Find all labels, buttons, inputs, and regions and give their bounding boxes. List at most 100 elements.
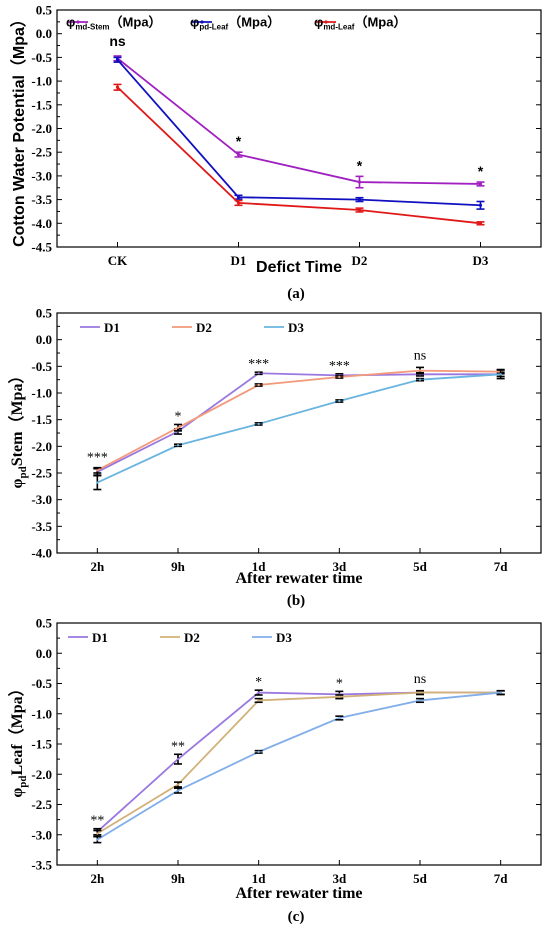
series-line bbox=[96, 369, 501, 472]
x-tick-label: 9h bbox=[171, 559, 186, 574]
series-line bbox=[116, 86, 481, 225]
data-point bbox=[418, 369, 422, 372]
legend-label-unit: （Mpa） bbox=[110, 15, 162, 30]
legend-label-symbol: φ bbox=[190, 15, 199, 30]
data-point bbox=[176, 444, 180, 447]
x-tick-label: 7d bbox=[494, 871, 509, 886]
y-axis-title-symbol: φ bbox=[9, 788, 26, 798]
x-tick-label: 7d bbox=[494, 559, 509, 574]
x-tick-label: 2h bbox=[90, 871, 105, 886]
y-tick-label: -1.5 bbox=[31, 412, 52, 427]
y-axis-title-symbol: φ bbox=[9, 478, 26, 488]
significance-label: ns bbox=[414, 348, 426, 363]
data-point bbox=[96, 832, 99, 835]
data-point bbox=[176, 789, 180, 792]
series-line bbox=[96, 373, 501, 484]
panel-caption: (b) bbox=[287, 593, 305, 609]
plot-frame bbox=[56, 312, 542, 554]
significance-label: * bbox=[357, 157, 363, 173]
y-axis-title: φpdStem（Mpa） bbox=[8, 368, 29, 489]
legend-label: φmd-Leaf（Mpa） bbox=[314, 15, 406, 32]
data-point bbox=[338, 716, 341, 720]
series-line bbox=[96, 691, 501, 841]
y-tick-label: -1.5 bbox=[31, 97, 52, 112]
y-tick-label: 0.5 bbox=[36, 306, 53, 321]
data-point bbox=[499, 373, 502, 376]
y-tick-label: -3.0 bbox=[31, 827, 52, 842]
x-tick-label: 1d bbox=[252, 559, 267, 574]
data-point bbox=[96, 469, 99, 472]
significance-label: ns bbox=[109, 33, 126, 49]
data-point bbox=[96, 481, 99, 484]
legend-marker bbox=[76, 20, 80, 24]
x-tick-label: 1d bbox=[252, 871, 267, 886]
legend-label-subscript: pd-Leaf bbox=[199, 23, 228, 32]
x-tick-label: 2h bbox=[90, 559, 105, 574]
x-tick-label: 5d bbox=[413, 559, 428, 574]
legend-label: D2 bbox=[184, 630, 200, 645]
data-point bbox=[478, 221, 483, 225]
panel-caption: (a) bbox=[287, 286, 305, 302]
y-tick-label: -2.5 bbox=[31, 797, 52, 812]
y-tick-label: -2.0 bbox=[31, 767, 52, 782]
y-tick-label: -2.5 bbox=[31, 466, 52, 481]
data-point bbox=[115, 85, 120, 89]
y-tick-label: -4.0 bbox=[31, 546, 52, 561]
y-tick-label: -0.5 bbox=[31, 359, 52, 374]
x-tick-label: 9h bbox=[171, 871, 186, 886]
legend: D1 D2 D3 bbox=[68, 630, 292, 645]
series-line bbox=[96, 372, 501, 473]
x-axis-title: After rewater time bbox=[235, 570, 362, 587]
x-tick-label: CK bbox=[108, 253, 128, 268]
y-tick-label: -3.5 bbox=[31, 519, 52, 534]
y-tick-label: 0.0 bbox=[36, 26, 52, 41]
legend-label: D3 bbox=[276, 630, 292, 645]
y-axis-title-rest: Stem（Mpa） bbox=[8, 368, 26, 467]
series-3 bbox=[113, 83, 485, 226]
data-point bbox=[478, 182, 483, 186]
series-2 bbox=[113, 56, 485, 210]
data-point bbox=[338, 399, 341, 403]
legend-label-subscript: md-Leaf bbox=[323, 23, 354, 32]
data-point bbox=[499, 691, 502, 694]
panel-caption: (c) bbox=[288, 909, 305, 925]
data-point bbox=[357, 208, 362, 212]
y-tick-label: -0.5 bbox=[31, 50, 52, 65]
x-tick-label: D2 bbox=[352, 253, 368, 268]
legend-marker bbox=[200, 20, 204, 24]
data-point bbox=[418, 699, 422, 702]
legend-label: D2 bbox=[196, 320, 212, 335]
x-axis-title: After rewater time bbox=[235, 885, 362, 902]
legend-label-symbol: φ bbox=[66, 15, 75, 30]
y-axis-title: Cotton Water Potential（Mpa） bbox=[10, 11, 28, 247]
legend-label: D3 bbox=[288, 320, 304, 335]
data-point bbox=[257, 691, 260, 694]
data-point bbox=[257, 383, 260, 387]
series-line bbox=[116, 59, 481, 207]
series-2 bbox=[93, 689, 505, 838]
y-tick-label: -3.0 bbox=[31, 168, 52, 183]
x-axis-title: Defict Time bbox=[256, 259, 342, 276]
x-tick-label: 5d bbox=[413, 871, 428, 886]
significance-label: * bbox=[478, 163, 484, 179]
y-tick-label: -1.5 bbox=[31, 737, 52, 752]
y-tick-label: -2.0 bbox=[31, 439, 52, 454]
y-tick-label: 0.0 bbox=[36, 646, 52, 661]
chart-panel-2: 0.5 0.0 -0.5 -1.0 -1.5 -2.0 -2.5 -3.0 -3.5 -4.0 2h… bbox=[8, 306, 542, 609]
y-tick-label: -0.5 bbox=[31, 676, 52, 691]
plot-frame bbox=[56, 9, 542, 248]
series-line bbox=[116, 57, 481, 185]
y-tick-label: -4.5 bbox=[31, 240, 52, 255]
significance-label: *** bbox=[329, 359, 350, 374]
series-line bbox=[96, 691, 501, 835]
data-point bbox=[236, 152, 241, 157]
data-point bbox=[257, 422, 260, 426]
significance-label: ns bbox=[414, 672, 426, 687]
significance-label: * bbox=[255, 675, 262, 690]
y-tick-label: -2.0 bbox=[31, 121, 52, 136]
y-axis-title-subscript: pd bbox=[17, 466, 29, 478]
legend-label: D1 bbox=[92, 630, 108, 645]
series-1 bbox=[93, 689, 505, 836]
y-axis-title: φpdLeaf（Mpa） bbox=[8, 680, 29, 797]
